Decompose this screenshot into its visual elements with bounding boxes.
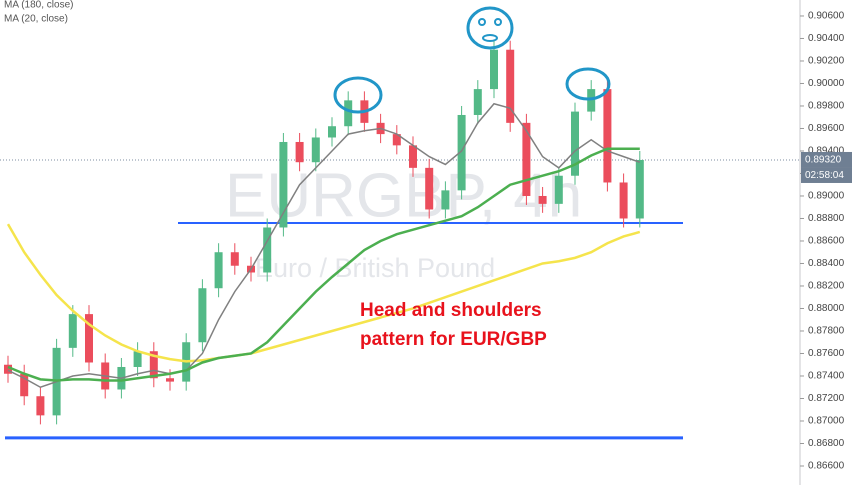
candle-body xyxy=(149,351,158,379)
candle-body xyxy=(619,182,628,219)
candle-body xyxy=(473,89,482,115)
candle-body xyxy=(522,122,531,196)
y-tick-label: 0.88800 xyxy=(808,213,845,224)
y-tick-label: 0.89400 xyxy=(808,146,845,157)
moving-average xyxy=(7,147,640,382)
y-tick-label: 0.87000 xyxy=(808,416,845,427)
y-tick-label: 0.89600 xyxy=(808,123,845,134)
candle-body xyxy=(328,126,336,138)
current-price-box xyxy=(801,151,852,168)
candle-body xyxy=(230,252,239,266)
countdown-box xyxy=(801,167,852,183)
candle-body xyxy=(409,145,417,168)
y-tick-label: 0.89800 xyxy=(808,101,845,112)
shoulder-circle xyxy=(565,67,611,101)
candle-body xyxy=(457,114,466,191)
candle-body xyxy=(603,89,612,183)
face-mouth xyxy=(482,34,498,42)
y-tick-label: 0.90000 xyxy=(808,78,845,89)
face-eye xyxy=(494,18,502,26)
face-eye xyxy=(478,18,486,26)
annotation: Head and shoulders xyxy=(360,300,542,321)
candle-body xyxy=(85,314,93,363)
watermark-subtitle: Euro / British Pound xyxy=(255,253,495,283)
y-tick-label: 0.86600 xyxy=(808,461,845,472)
countdown-label: 02:58:04 xyxy=(805,170,844,181)
candle-body xyxy=(587,89,596,112)
candle-body xyxy=(571,111,579,176)
y-tick-label: 0.87800 xyxy=(808,326,845,337)
y-tick-label: 0.89000 xyxy=(808,191,845,202)
y-tick-label: 0.86800 xyxy=(808,438,845,449)
candle-body xyxy=(166,378,174,382)
candle-body xyxy=(36,396,45,416)
y-tick-label: 0.87600 xyxy=(808,348,845,359)
candle-body xyxy=(425,167,434,210)
candle-body xyxy=(4,364,12,374)
candle-body xyxy=(20,373,29,397)
y-tick-label: 0.88600 xyxy=(808,236,845,247)
y-tick-label: 0.87200 xyxy=(808,393,845,404)
current-price-label: 0.89320 xyxy=(805,155,842,166)
candle-body xyxy=(635,159,644,219)
candle-body xyxy=(392,134,401,146)
candle-body xyxy=(490,49,498,90)
candle-body xyxy=(538,195,547,204)
candle-body xyxy=(263,227,272,273)
y-tick-label: 0.87400 xyxy=(808,371,845,382)
candle-body xyxy=(198,288,207,343)
candle-body xyxy=(344,100,353,127)
y-tick-label: 0.88400 xyxy=(808,258,845,269)
candle-body xyxy=(441,190,450,210)
y-tick-label: 0.90400 xyxy=(808,33,845,44)
moving-average xyxy=(7,102,641,389)
plot: 0.86600 0.86800 0.87000 0.87200 0.87400 0.876… xyxy=(0,11,845,472)
y-tick-label: 0.90600 xyxy=(808,11,845,22)
candle-body xyxy=(133,351,142,367)
candle-body xyxy=(68,314,77,348)
candle-body xyxy=(214,252,223,289)
y-tick-label: 0.88000 xyxy=(808,303,845,314)
candle-body xyxy=(311,137,320,163)
legend-entry: MA (180, close) xyxy=(4,0,73,11)
annotation: pattern for EUR/GBP xyxy=(360,329,547,350)
y-tick-label: 0.90200 xyxy=(808,56,845,67)
candle-body xyxy=(279,141,288,228)
y-tick-label: 0.88200 xyxy=(808,281,845,292)
moving-average xyxy=(6,223,641,363)
legend-entry: MA (20, close) xyxy=(4,14,68,25)
candle-body xyxy=(554,175,563,204)
head-circle xyxy=(466,6,514,50)
candle-body xyxy=(295,141,304,163)
candle-body xyxy=(506,49,515,123)
shoulder-circle xyxy=(333,76,383,114)
